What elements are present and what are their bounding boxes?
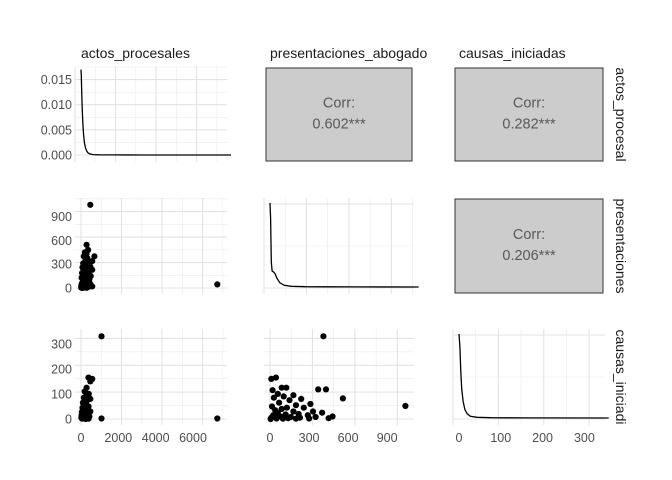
scatter-point xyxy=(292,402,300,409)
corr-value: 0.206*** xyxy=(502,248,556,264)
x-tick-label: 600 xyxy=(338,431,359,445)
column-strip-actos_procesales: actos_procesales xyxy=(81,45,190,61)
panel-grid-2-2 xyxy=(452,329,605,425)
scatter-point xyxy=(82,415,89,423)
y-tick-label: 0.005 xyxy=(41,123,72,137)
row-strip-causas_iniciadi: causas_iniciadi xyxy=(613,330,629,425)
y-tick-label: 200 xyxy=(51,362,72,376)
row-strip-actos_procesal: actos_procesal xyxy=(613,67,629,161)
scatter-point xyxy=(273,415,280,422)
scatter-point xyxy=(283,404,290,411)
scatter-points-presentaciones_vs_actos xyxy=(78,201,221,291)
scatter-point xyxy=(87,201,94,208)
column-strip-causas_iniciadas: causas_iniciadas xyxy=(459,45,566,61)
panel-grid-1-0 xyxy=(75,198,227,294)
scatter-point xyxy=(274,390,281,397)
scatter-point xyxy=(298,395,305,402)
density-line-presentaciones_abogado xyxy=(269,202,419,288)
y-tick-label: 0.000 xyxy=(41,149,72,163)
scatter-point xyxy=(279,415,287,422)
scatter-point xyxy=(83,241,90,248)
scatter-point xyxy=(292,415,300,422)
scatter-point xyxy=(267,415,274,423)
scatter-point xyxy=(322,386,330,393)
x-tick-label: 0 xyxy=(456,431,463,445)
corr-box-0-2 xyxy=(454,67,604,162)
scatter-point xyxy=(325,415,332,422)
row-strip-presentaciones: presentaciones xyxy=(613,199,629,294)
x-tick-label: 2000 xyxy=(104,431,132,445)
scatter-point xyxy=(214,281,221,288)
scatter-point xyxy=(286,397,293,404)
corr-box-1-2 xyxy=(454,198,604,294)
scatter-point xyxy=(300,404,307,411)
scatter-point xyxy=(91,253,98,260)
scatter-point xyxy=(283,384,290,391)
y-tick-label: 600 xyxy=(51,234,72,248)
corr-value: 0.282*** xyxy=(502,117,556,133)
density-line-actos_procesales xyxy=(80,69,231,156)
scatter-points-causas_vs_actos xyxy=(78,333,221,423)
scatter-point xyxy=(320,333,327,340)
x-tick-label: 0 xyxy=(78,431,85,445)
corr-label: Corr: xyxy=(513,227,545,243)
scatter-point xyxy=(290,408,297,415)
scatter-point xyxy=(276,399,283,406)
y-tick-label: 300 xyxy=(51,258,72,272)
x-tick-label: 6000 xyxy=(179,431,207,445)
scatter-point xyxy=(278,405,285,413)
scatter-point xyxy=(285,415,292,422)
scatter-point xyxy=(272,374,279,381)
scatter-point xyxy=(83,284,90,291)
scatter-point xyxy=(79,284,86,291)
y-tick-label: 100 xyxy=(51,387,72,401)
corr-label: Corr: xyxy=(513,96,545,112)
x-tick-label: 900 xyxy=(377,431,398,445)
scatter-point xyxy=(319,409,326,416)
y-tick-label: 0 xyxy=(65,413,72,427)
y-tick-label: 300 xyxy=(51,337,72,351)
x-tick-label: 0 xyxy=(267,431,274,445)
y-tick-label: 0 xyxy=(65,282,72,296)
x-tick-label: 4000 xyxy=(142,431,170,445)
scatter-point xyxy=(402,402,409,410)
scatter-point xyxy=(87,378,94,385)
scatter-point xyxy=(270,394,277,401)
y-tick-label: 0.015 xyxy=(41,73,72,87)
scatter-point xyxy=(269,387,276,394)
x-tick-label: 300 xyxy=(574,431,595,445)
panel-grid-1-1 xyxy=(263,198,414,294)
x-tick-label: 100 xyxy=(490,431,511,445)
scatter-point xyxy=(309,408,317,415)
column-strip-presentaciones_abogado: presentaciones_abogado xyxy=(270,45,427,61)
scatter-point xyxy=(312,413,319,421)
corr-value: 0.602*** xyxy=(312,117,366,133)
scatter-point xyxy=(280,393,287,400)
scatter-point xyxy=(278,384,285,391)
scatter-point xyxy=(307,400,314,408)
panel-grid-0-0 xyxy=(74,66,227,162)
scatter-point xyxy=(290,392,297,399)
y-tick-label: 900 xyxy=(51,210,72,224)
y-tick-label: 0.010 xyxy=(41,98,72,112)
scatter-point xyxy=(306,415,313,422)
scatter-point xyxy=(214,415,221,422)
corr-box-0-1 xyxy=(265,67,413,162)
scatter-point xyxy=(98,415,105,422)
scatter-point xyxy=(339,395,346,402)
x-tick-label: 200 xyxy=(532,431,553,445)
scatter-point xyxy=(98,333,105,340)
scatter-points-causas_vs_presentaciones xyxy=(267,333,409,423)
corr-label: Corr: xyxy=(323,96,355,112)
x-tick-label: 300 xyxy=(299,431,320,445)
scatter-point xyxy=(315,386,322,393)
density-line-causas_iniciadas xyxy=(458,333,609,419)
panel-grid-2-0 xyxy=(75,329,227,425)
